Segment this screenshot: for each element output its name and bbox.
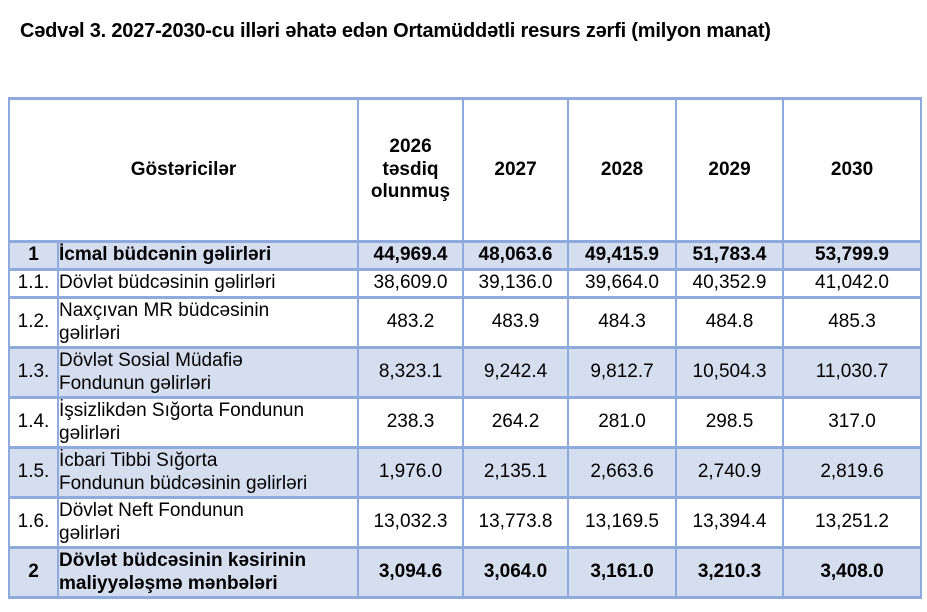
value-2029: 484.8 xyxy=(675,296,785,349)
row-label: Dövlət Sosial Müdafiə Fondunun gəlirləri xyxy=(56,346,360,399)
table-header-row: Göstəricilər 2026 təsdiq olunmuş 2027 20… xyxy=(7,97,923,243)
header-year-2029: 2029 xyxy=(675,97,785,243)
row-label: İşsizlikdən Sığorta Fondunun gəlirləri xyxy=(56,396,360,449)
value-2026: 44,969.4 xyxy=(357,240,465,271)
table-row-oil-fund-revenues: 1.6. Dövlət Neft Fondunun gəlirləri 13,0… xyxy=(8,496,923,549)
value-2027: 39,136.0 xyxy=(462,268,570,299)
value-2026: 3,094.6 xyxy=(357,546,465,599)
value-2030: 13,251.2 xyxy=(782,496,923,549)
value-2026: 483.2 xyxy=(357,296,465,349)
value-2030: 485.3 xyxy=(782,296,923,349)
value-2028: 39,664.0 xyxy=(567,268,678,299)
value-2029: 51,783.4 xyxy=(675,240,785,271)
row-number: 1.4. xyxy=(8,396,59,449)
table-row-state-budget-revenues: 1.1. Dövlət büdcəsinin gəlirləri 38,609.… xyxy=(8,268,923,299)
value-2027: 3,064.0 xyxy=(462,546,570,599)
value-2027: 2,135.1 xyxy=(462,446,570,499)
row-number: 1 xyxy=(8,240,59,271)
value-2027: 48,063.6 xyxy=(462,240,570,271)
table-row-nakhchivan-budget-revenues: 1.2. Naxçıvan MR büdcəsinin gəlirləri 48… xyxy=(8,296,923,349)
value-2028: 13,169.5 xyxy=(567,496,678,549)
value-2026: 1,976.0 xyxy=(357,446,465,499)
value-2026: 13,032.3 xyxy=(357,496,465,549)
value-2027: 9,242.4 xyxy=(462,346,570,399)
value-2029: 10,504.3 xyxy=(675,346,785,399)
value-2026: 38,609.0 xyxy=(357,268,465,299)
value-2028: 9,812.7 xyxy=(567,346,678,399)
value-2030: 11,030.7 xyxy=(782,346,923,399)
value-2029: 13,394.4 xyxy=(675,496,785,549)
value-2027: 483.9 xyxy=(462,296,570,349)
value-2030: 53,799.9 xyxy=(782,240,923,271)
row-number: 1.3. xyxy=(8,346,59,399)
row-number: 2 xyxy=(8,546,59,599)
resource-envelope-table: Göstəricilər 2026 təsdiq olunmuş 2027 20… xyxy=(7,97,923,599)
value-2030: 3,408.0 xyxy=(782,546,923,599)
value-2026: 8,323.1 xyxy=(357,346,465,399)
value-2028: 49,415.9 xyxy=(567,240,678,271)
value-2026: 238.3 xyxy=(357,396,465,449)
row-label: Dövlət büdcəsinin gəlirləri xyxy=(56,268,360,299)
row-number: 1.2. xyxy=(8,296,59,349)
value-2027: 13,773.8 xyxy=(462,496,570,549)
value-2028: 3,161.0 xyxy=(567,546,678,599)
row-label: İcmal büdcənin gəlirləri xyxy=(56,240,360,271)
value-2027: 264.2 xyxy=(462,396,570,449)
row-number: 1.5. xyxy=(8,446,59,499)
header-year-2026-approved: 2026 təsdiq olunmuş xyxy=(357,97,465,243)
value-2029: 298.5 xyxy=(675,396,785,449)
value-2029: 3,210.3 xyxy=(675,546,785,599)
row-label: Naxçıvan MR büdcəsinin gəlirləri xyxy=(56,296,360,349)
value-2030: 41,042.0 xyxy=(782,268,923,299)
row-label: İcbari Tibbi Sığorta Fondunun büdcəsinin… xyxy=(56,446,360,499)
value-2029: 40,352.9 xyxy=(675,268,785,299)
row-number: 1.1. xyxy=(8,268,59,299)
row-number: 1.6. xyxy=(8,496,59,549)
table-row-deficit-financing-sources: 2 Dövlət büdcəsinin kəsirinin maliyyələş… xyxy=(8,546,923,599)
value-2028: 2,663.6 xyxy=(567,446,678,499)
header-year-2028: 2028 xyxy=(567,97,678,243)
header-year-2030: 2030 xyxy=(782,97,923,243)
header-indicators: Göstəricilər xyxy=(7,97,360,243)
header-year-2027: 2027 xyxy=(462,97,570,243)
value-2029: 2,740.9 xyxy=(675,446,785,499)
value-2030: 2,819.6 xyxy=(782,446,923,499)
row-label: Dövlət Neft Fondunun gəlirləri xyxy=(56,496,360,549)
table-row-medical-insurance-fund-revenues: 1.5. İcbari Tibbi Sığorta Fondunun büdcə… xyxy=(8,446,923,499)
row-label: Dövlət büdcəsinin kəsirinin maliyyələşmə… xyxy=(56,546,360,599)
table-row-unemployment-insurance-fund-revenues: 1.4. İşsizlikdən Sığorta Fondunun gəlirl… xyxy=(8,396,923,449)
table-row-consolidated-revenues: 1 İcmal büdcənin gəlirləri 44,969.4 48,0… xyxy=(8,240,923,271)
value-2028: 281.0 xyxy=(567,396,678,449)
table-row-social-protection-fund-revenues: 1.3. Dövlət Sosial Müdafiə Fondunun gəli… xyxy=(8,346,923,399)
table-caption: Cədvəl 3. 2027-2030-cu illəri əhatə edən… xyxy=(20,20,771,42)
value-2030: 317.0 xyxy=(782,396,923,449)
value-2028: 484.3 xyxy=(567,296,678,349)
